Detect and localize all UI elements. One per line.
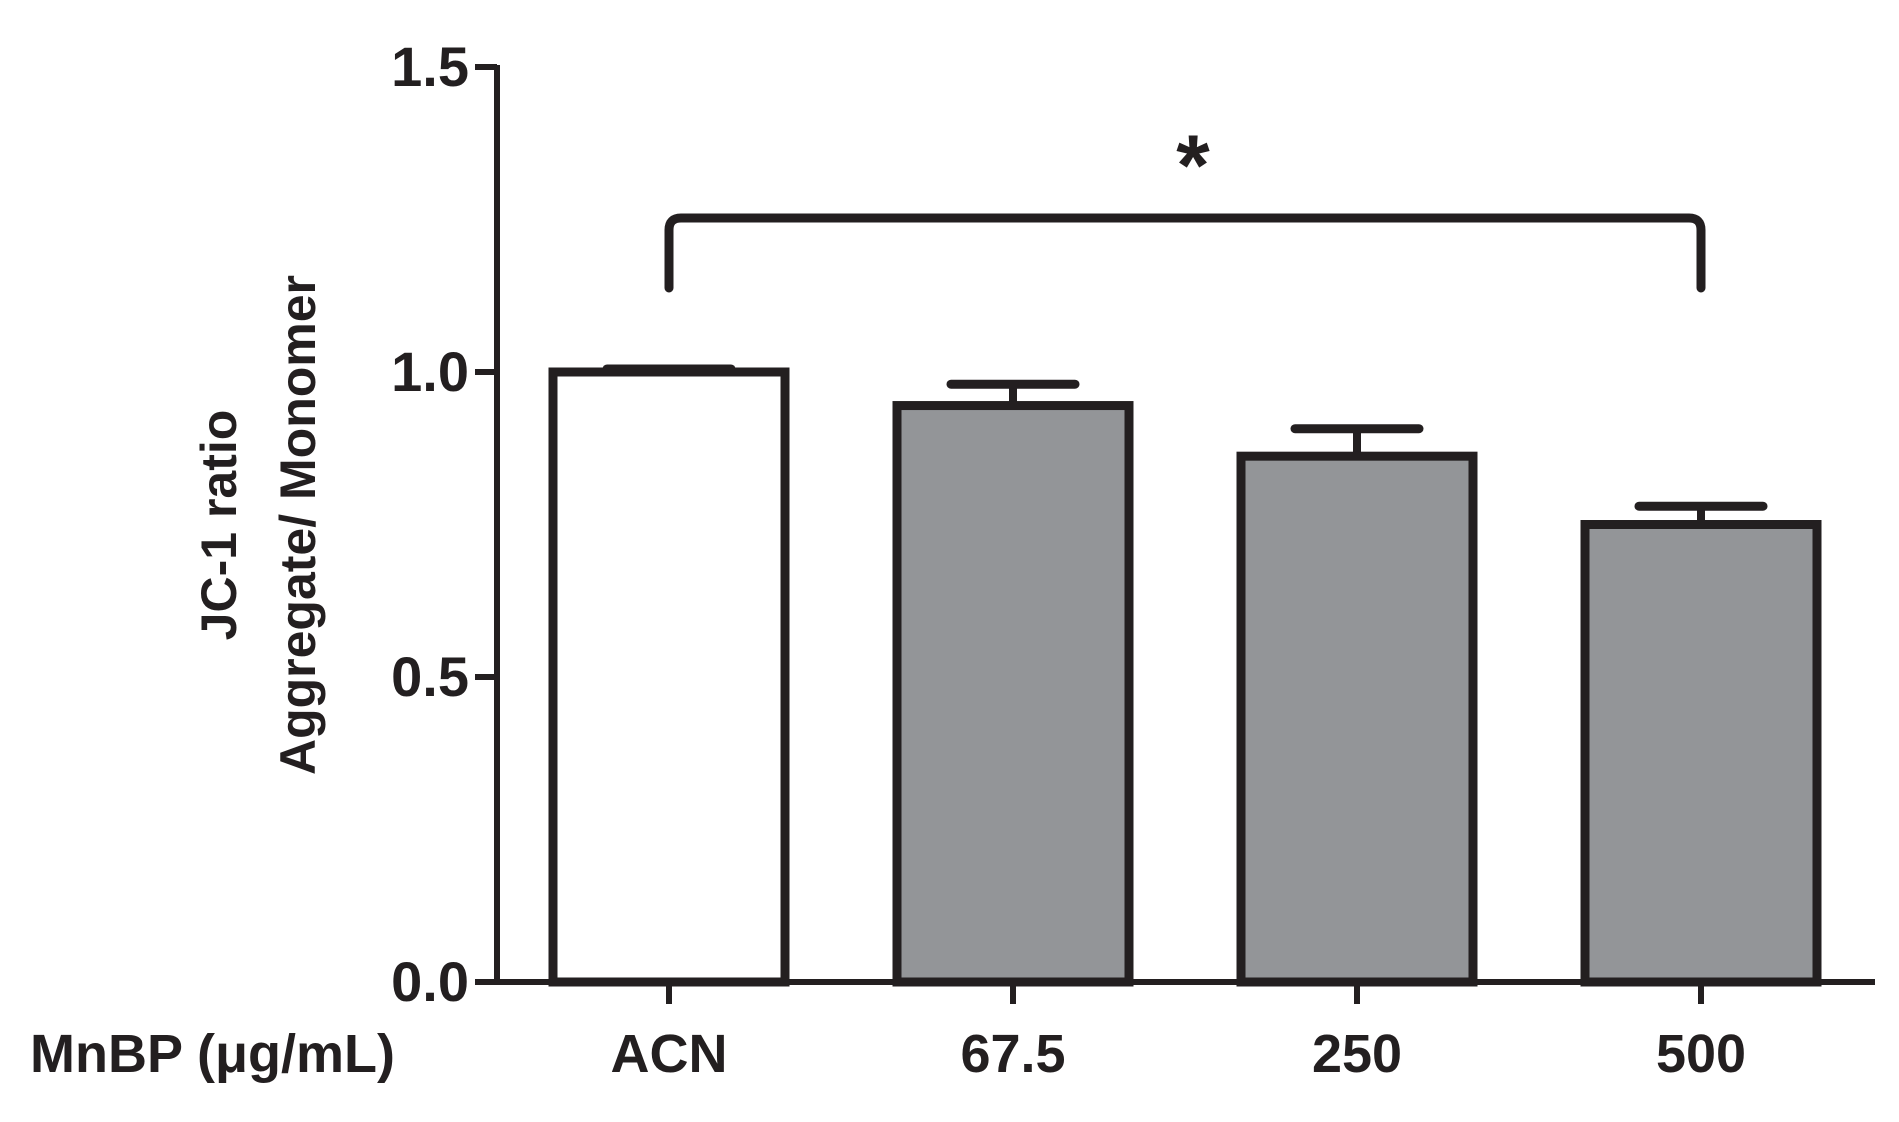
bars-layer xyxy=(548,364,1822,987)
bar-4 xyxy=(1580,520,1822,987)
axes-layer: ACN 67.5 250 500 0.0 0.5 1.0 1.5 xyxy=(391,35,1875,1084)
y-tick-label-3: 1.0 xyxy=(391,340,469,403)
significance-bracket-line xyxy=(664,213,1706,293)
x-tick-label-4: 500 xyxy=(1656,1024,1746,1084)
y-axis-label-line-2: Aggregate/ Monomer xyxy=(270,275,326,775)
bar-1 xyxy=(548,367,790,987)
y-tick-label-1: 0.0 xyxy=(391,950,469,1013)
y-tick-label-2: 0.5 xyxy=(391,645,469,708)
significance-bracket: * xyxy=(664,118,1706,293)
y-axis-label-line-1: JC-1 ratio xyxy=(191,410,247,641)
x-axis-label: MnBP (μg/mL) xyxy=(30,1024,395,1084)
y-axis-label: JC-1 ratio Aggregate/ Monomer xyxy=(191,275,326,775)
x-tick-label-3: 250 xyxy=(1312,1024,1402,1084)
bar-2 xyxy=(892,401,1134,987)
significance-label: * xyxy=(1176,118,1210,214)
x-tick-label-2: 67.5 xyxy=(960,1024,1065,1084)
y-tick-label-4: 1.5 xyxy=(391,35,469,98)
bar-3 xyxy=(1236,451,1478,987)
x-tick-label-1: ACN xyxy=(611,1024,728,1084)
